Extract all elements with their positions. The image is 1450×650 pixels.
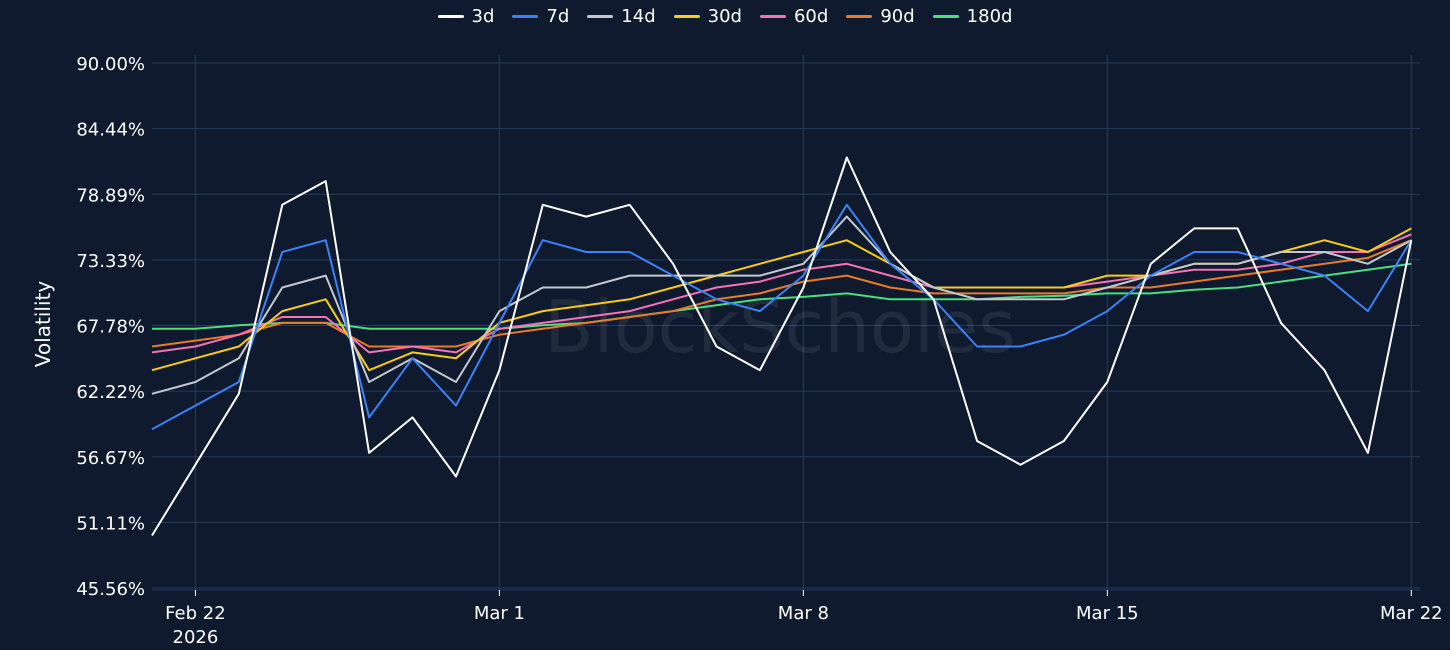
series-line-90d	[151, 239, 1412, 348]
legend-swatch	[846, 15, 873, 18]
y-tick-label: 78.89%	[76, 185, 145, 206]
y-axis-ticks: 45.56% 51.11% 56.67% 62.22% 67.78% 73.33% 78.8…	[76, 54, 145, 600]
x-tick-label: Mar 8	[778, 603, 829, 624]
legend-item-180d[interactable]: 180d	[932, 6, 1013, 27]
legend-item-90d[interactable]: 90d	[846, 6, 915, 27]
legend-swatch	[759, 15, 786, 18]
series-line-3d	[151, 156, 1413, 537]
x-tick-label: Feb 22	[165, 603, 226, 624]
legend-label: 60d	[793, 6, 829, 27]
series-line-14d	[151, 215, 1412, 395]
legend-label: 90d	[880, 6, 915, 27]
legend-item-7d[interactable]: 7d	[512, 6, 569, 27]
legend-label: 180d	[966, 6, 1013, 27]
y-tick-label: 56.67%	[76, 448, 145, 469]
legend-swatch	[587, 15, 614, 18]
y-tick-label: 67.78%	[76, 317, 145, 338]
legend-item-30d[interactable]: 30d	[673, 6, 742, 27]
legend-item-14d[interactable]: 14d	[587, 6, 656, 27]
series-line-180d	[152, 262, 1412, 330]
x-tick-label: Mar 15	[1076, 603, 1139, 624]
y-tick-label: 73.33%	[76, 251, 145, 272]
series-lines	[151, 156, 1413, 537]
chart-legend: 3d 7d 14d 30d 60d 90d 180d	[0, 6, 1450, 27]
legend-swatch	[673, 15, 700, 18]
legend-swatch	[437, 15, 464, 18]
series-line-60d	[151, 233, 1412, 354]
legend-swatch	[512, 15, 539, 18]
x-tick-label: Mar 1	[474, 603, 525, 624]
y-tick-label: 84.44%	[76, 120, 145, 141]
y-tick-label: 51.11%	[76, 513, 145, 534]
legend-item-60d[interactable]: 60d	[759, 6, 829, 27]
x-tick-sublabel: 2026	[173, 627, 219, 648]
legend-label: 7d	[546, 6, 570, 27]
legend-label: 30d	[707, 6, 742, 27]
y-tick-label: 45.56%	[76, 579, 145, 600]
legend-item-3d[interactable]: 3d	[437, 6, 495, 27]
x-axis-ticks: Feb 22 2026 Mar 1 Mar 8 Mar 15 Mar 22	[165, 590, 1443, 648]
y-tick-label: 90.00%	[76, 54, 145, 75]
y-tick-label: 62.22%	[76, 382, 145, 403]
legend-label: 3d	[471, 6, 495, 27]
y-axis-title: Volatility	[31, 281, 55, 368]
legend-swatch	[932, 15, 959, 18]
x-tick-label: Mar 22	[1380, 603, 1443, 624]
series-line-7d	[151, 203, 1413, 431]
legend-label: 14d	[621, 6, 656, 27]
